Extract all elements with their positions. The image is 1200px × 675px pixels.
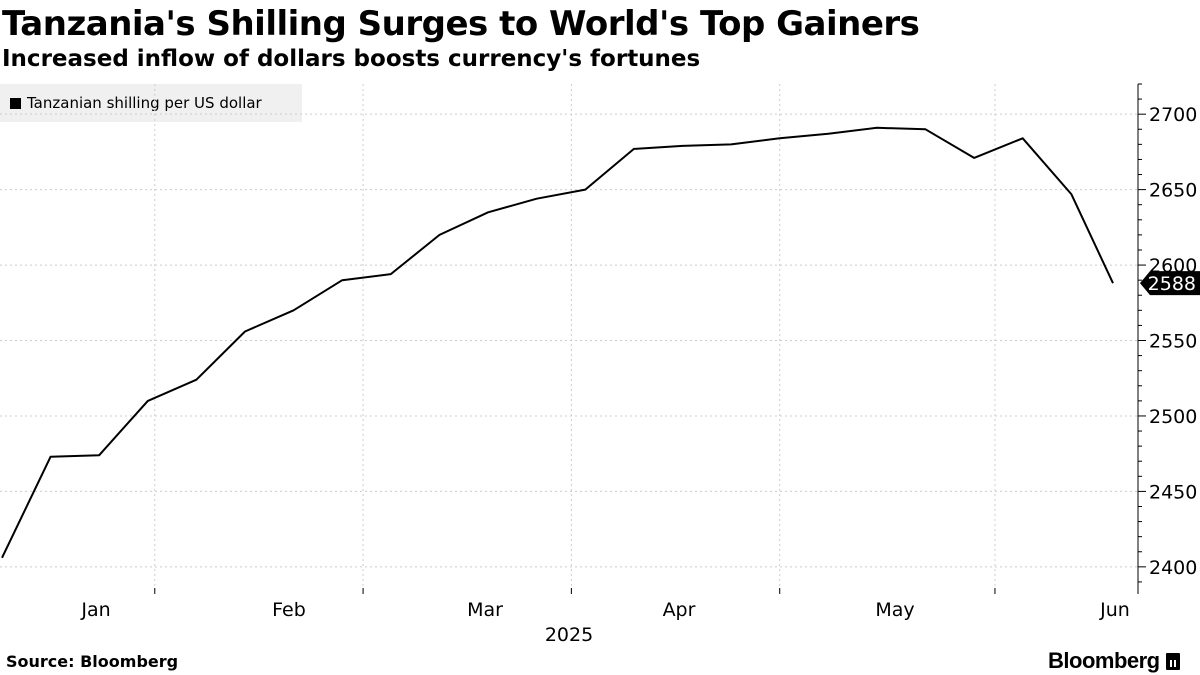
- bloomberg-chart-icon: [1165, 652, 1180, 670]
- x-axis-title: 2025: [545, 624, 593, 646]
- x-tick-label: Mar: [467, 599, 503, 621]
- x-tick-label: May: [875, 599, 914, 621]
- x-tick-label: Jan: [80, 599, 110, 621]
- chart-subtitle: Increased inflow of dollars boosts curre…: [2, 46, 701, 72]
- last-value-tag: 2588: [1140, 271, 1200, 296]
- y-tick-label: 2550: [1149, 331, 1197, 353]
- series-line: [1, 126, 1114, 559]
- last-value-label: 2588: [1148, 273, 1196, 295]
- brand-text: Bloomberg: [1048, 648, 1160, 673]
- legend-label: Tanzanian shilling per US dollar: [27, 94, 262, 112]
- source-note: Source: Bloomberg: [6, 652, 179, 671]
- y-tick-label: 2500: [1149, 406, 1197, 428]
- last-value-badge: [1140, 271, 1200, 296]
- y-tick-label: 2650: [1149, 180, 1197, 202]
- x-tick-label: Feb: [272, 599, 306, 621]
- legend-swatch: [10, 97, 21, 109]
- series: [1, 126, 1114, 559]
- x-tick-label: Apr: [663, 599, 696, 621]
- y-tick-label: 2700: [1149, 104, 1197, 126]
- y-tick-label: 2400: [1149, 557, 1197, 579]
- chart-title: Tanzania's Shilling Surges to World's To…: [2, 4, 920, 44]
- x-axis: Jan Feb Mar Apr May Jun 2025: [80, 588, 1130, 646]
- grid: [0, 84, 1138, 594]
- bloomberg-logo: Bloomberg: [1048, 648, 1180, 674]
- y-tick-label: 2450: [1149, 481, 1197, 503]
- legend: Tanzanian shilling per US dollar: [0, 84, 302, 122]
- x-tick-label: Jun: [1099, 599, 1130, 621]
